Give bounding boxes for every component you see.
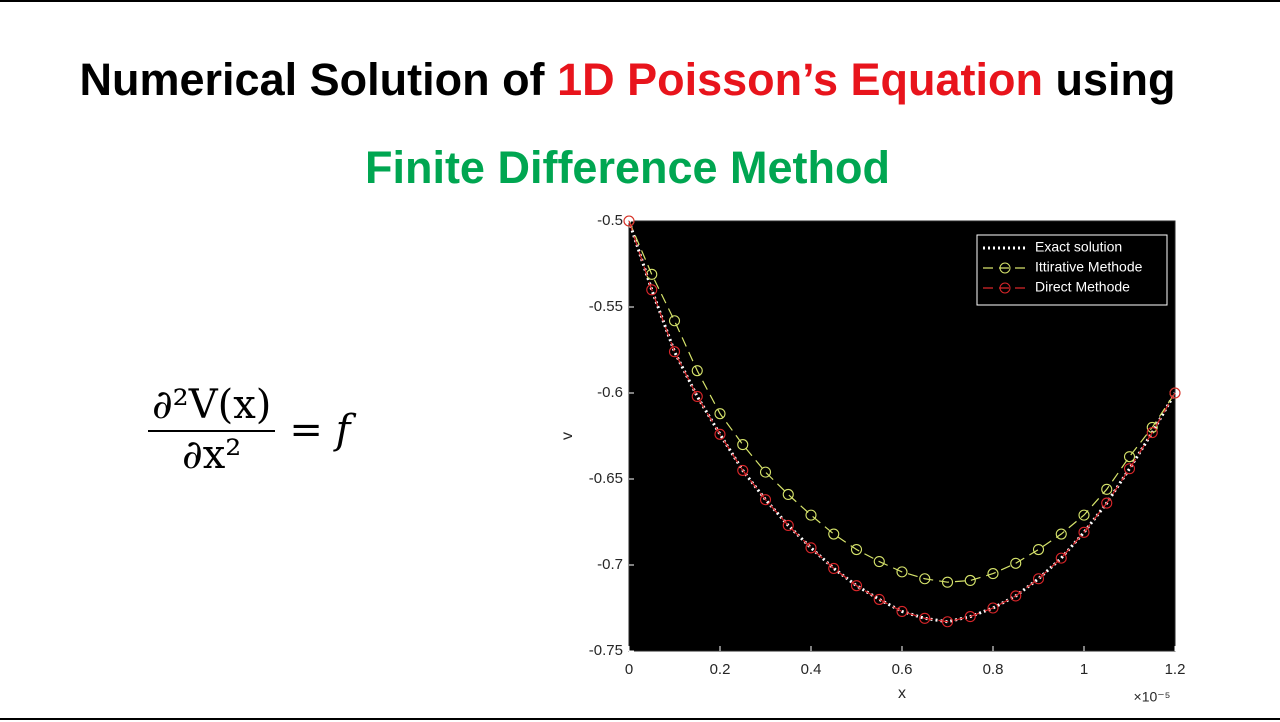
numerator: ∂²V(x)	[148, 382, 276, 432]
marker	[850, 543, 863, 556]
x-tick-label: 0	[625, 661, 633, 678]
marker	[805, 542, 817, 554]
marker	[873, 556, 885, 568]
marker	[1101, 497, 1113, 509]
marker	[896, 566, 908, 578]
x-tick-label: 0.8	[983, 661, 1004, 678]
x-tick-label: 1	[1080, 661, 1088, 678]
marker	[759, 466, 772, 478]
marker	[1123, 463, 1136, 475]
marker	[1123, 451, 1136, 463]
y-tick-label: -0.65	[589, 470, 623, 487]
marker	[1010, 557, 1022, 569]
x-axis-label: x	[898, 685, 906, 702]
title-part: using	[1042, 54, 1176, 105]
legend-label: Exact solution	[1035, 239, 1122, 255]
marker	[1032, 543, 1045, 556]
legend: Exact solution Ittirative Methode Direct M…	[976, 234, 1168, 306]
marker	[737, 464, 749, 476]
legend-label: Direct Methode	[1035, 279, 1130, 295]
x-tick-label: 1.2	[1165, 661, 1186, 678]
marker	[1078, 509, 1090, 521]
marker	[646, 284, 658, 296]
marker	[1146, 427, 1158, 439]
y-tick-label: -0.7	[597, 556, 623, 573]
series-line	[627, 220, 1177, 624]
title-part: 1D Poisson’s Equation	[557, 54, 1043, 105]
marker	[714, 428, 726, 440]
denominator: ∂x²	[182, 432, 242, 478]
marker	[782, 488, 794, 501]
x-tick-label: 0.2	[710, 661, 731, 678]
title: Numerical Solution of 1D Poisson’s Equat…	[0, 54, 1255, 106]
marker	[873, 593, 885, 605]
y-tick-label: -0.75	[589, 642, 623, 659]
marker	[987, 568, 999, 580]
marker	[1032, 573, 1045, 585]
subtitle: Finite Difference Method	[364, 142, 891, 193]
marker	[987, 602, 999, 614]
marker	[714, 408, 726, 420]
marker	[759, 494, 772, 506]
legend-marker	[999, 262, 1011, 274]
title-part: Numerical Solution of	[79, 54, 558, 105]
y-tick-label: -0.55	[589, 298, 623, 315]
marker	[623, 215, 635, 227]
marker	[828, 528, 840, 540]
marker	[782, 519, 794, 531]
marker	[805, 509, 817, 521]
marker	[737, 439, 749, 451]
marker	[1169, 387, 1181, 399]
marker	[1101, 483, 1113, 495]
marker	[668, 346, 681, 358]
formula: ∂²V(x) ∂x² = f	[148, 382, 350, 478]
marker	[1078, 526, 1090, 538]
marker	[1010, 590, 1022, 602]
marker	[964, 574, 976, 587]
marker	[691, 390, 703, 402]
y-tick-label: -0.6	[597, 384, 623, 401]
rhs: = f	[289, 407, 351, 453]
series-line	[628, 220, 1176, 623]
marker	[919, 573, 931, 585]
marker	[691, 365, 703, 377]
fraction: ∂²V(x) ∂x²	[148, 382, 276, 478]
marker	[941, 616, 954, 628]
legend-marker	[999, 282, 1011, 294]
series-line	[628, 220, 1176, 583]
marker	[941, 576, 954, 588]
y-tick-label: -0.5	[597, 212, 623, 229]
x-tick-label: 0.4	[801, 661, 822, 678]
legend-label: Ittirative Methode	[1035, 259, 1143, 275]
marker	[964, 611, 976, 623]
marker	[896, 605, 908, 617]
x-multiplier: ×10⁻⁵	[1134, 689, 1171, 705]
x-tick-label: 0.6	[892, 661, 913, 678]
marker	[919, 612, 931, 624]
marker	[668, 315, 681, 327]
marker	[1055, 552, 1067, 564]
marker	[850, 580, 863, 592]
marker	[828, 562, 840, 574]
marker	[1055, 528, 1067, 540]
y-axis-label: v	[559, 432, 576, 440]
